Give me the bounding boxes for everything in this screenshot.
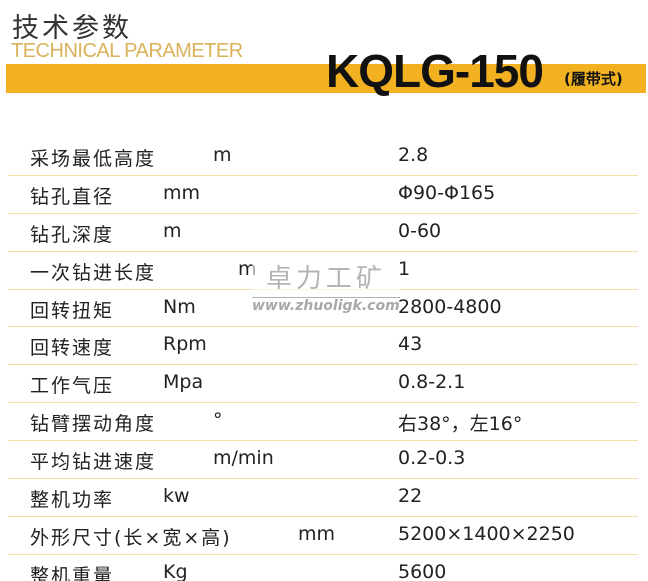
param-value: 右38°，左16° [398, 413, 523, 436]
table-row: 回转扭矩 Nm 2800-4800 [8, 290, 638, 328]
param-unit: Rpm [163, 333, 207, 356]
param-unit: ° [213, 409, 223, 432]
param-unit: mm [298, 522, 336, 545]
param-value: 43 [398, 333, 423, 356]
parameter-table: 采场最低高度 m 2.8 钻孔直径 mm Φ90-Φ165 钻孔深度 m 0-60 一次钻进长度 m… [8, 138, 638, 581]
param-unit: mm [163, 181, 201, 204]
param-name: 采场最低高度 [30, 148, 157, 170]
param-unit: m [163, 219, 182, 242]
table-row: 钻臂摆动角度 ° 右38°，左16° [8, 403, 638, 442]
param-unit: m [213, 144, 232, 166]
param-name: 整机功率 [30, 489, 115, 512]
param-unit: kw [163, 485, 190, 508]
param-value: 22 [398, 485, 423, 508]
param-name: 一次钻进长度 [30, 261, 157, 284]
table-row: 钻孔直径 mm Φ90-Φ165 [8, 176, 638, 214]
param-name: 钻孔深度 [30, 223, 115, 246]
table-row: 整机重量 Kg 5600 [8, 555, 638, 581]
param-value: 2800-4800 [398, 295, 502, 318]
table-row: 工作气压 Mpa 0.8-2.1 [8, 365, 638, 404]
param-name: 整机重量 [30, 564, 115, 581]
table-row: 采场最低高度 m 2.8 [8, 138, 638, 176]
param-name: 钻臂摆动角度 [30, 413, 157, 436]
table-row: 一次钻进长度 m 1 [8, 252, 638, 290]
param-value: 5200×1400×2250 [398, 522, 575, 545]
param-unit: m/min [213, 447, 274, 470]
param-unit: Kg [163, 560, 188, 581]
param-name: 回转扭矩 [30, 299, 115, 322]
model-name: KQLG-150 [326, 45, 544, 97]
param-value: 5600 [398, 560, 447, 581]
param-value: 2.8 [398, 144, 429, 166]
header-band [6, 64, 646, 93]
param-unit: m [238, 257, 257, 280]
param-name: 钻孔直径 [30, 185, 115, 208]
param-unit: Mpa [163, 371, 204, 394]
table-row: 整机功率 kw 22 [8, 479, 638, 517]
param-value: 0-60 [398, 219, 442, 242]
title-chinese: 技术参数 [12, 13, 132, 44]
model-type: (履带式) [564, 70, 623, 88]
param-name: 回转速度 [30, 337, 115, 360]
param-value: Φ90-Φ165 [398, 181, 496, 204]
title-english: TECHNICAL PARAMETER [11, 40, 243, 62]
param-value: 0.8-2.1 [398, 371, 466, 394]
table-row: 平均钻进速度 m/min 0.2-0.3 [8, 441, 638, 480]
table-row: 外形尺寸(长×宽×高) mm 5200×1400×2250 [8, 517, 638, 555]
param-value: 0.2-0.3 [398, 447, 466, 470]
param-name: 外形尺寸(长×宽×高) [30, 526, 232, 549]
param-name: 工作气压 [30, 375, 115, 398]
table-row: 钻孔深度 m 0-60 [8, 214, 638, 252]
param-unit: Nm [163, 295, 196, 318]
param-value: 1 [398, 257, 411, 280]
table-row: 回转速度 Rpm 43 [8, 327, 638, 366]
param-name: 平均钻进速度 [30, 451, 157, 474]
